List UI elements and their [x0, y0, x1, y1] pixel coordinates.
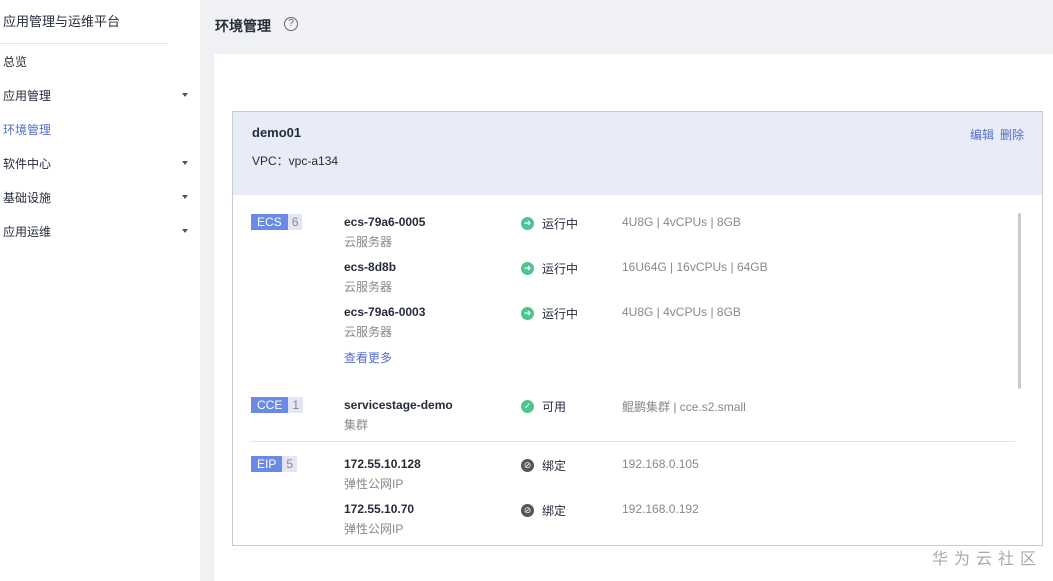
resource-type: 集群: [344, 418, 369, 432]
env-name: demo01: [252, 125, 302, 140]
page-title: 环境管理: [215, 18, 271, 34]
resource-type: 弹性公网IP: [344, 477, 404, 491]
arrow-right-icon: ➜: [521, 307, 534, 320]
divider: [0, 43, 168, 44]
resource-name[interactable]: 172.55.10.70: [344, 502, 415, 516]
resource-name[interactable]: ecs-79a6-0005: [344, 215, 426, 229]
tag-count: 1: [288, 397, 304, 413]
sidebar-item-env-management[interactable]: 环境管理: [3, 119, 188, 139]
resource-type: 弹性公网IP: [344, 522, 404, 536]
list-item: servicestage-demo 集群 ✓ 可用 鲲鹏集群 | cce.s2.smal…: [344, 398, 1024, 433]
resource-status: 运行中: [542, 262, 579, 276]
watermark: 华为云社区: [932, 551, 1043, 568]
sidebar-item-app-management[interactable]: 应用管理: [3, 85, 188, 105]
resource-spec: 192.168.0.192: [622, 502, 699, 516]
list-item: ecs-79a6-0005 云服务器 ➜ 运行中 4U8G | 4vCPUs | 8GB: [344, 215, 1024, 250]
tag-label: ECS: [251, 214, 288, 230]
app-title: 应用管理与运维平台: [3, 14, 121, 29]
sidebar: 应用管理与运维平台 总览 应用管理 环境管理 软件中心 基础设施 应用运维: [0, 0, 200, 581]
sidebar-item-infrastructure[interactable]: 基础设施: [3, 187, 188, 207]
ecs-tag: ECS 6: [251, 214, 303, 230]
tag-label: EIP: [251, 456, 283, 472]
resource-status: 运行中: [542, 217, 579, 231]
sidebar-item-label: 总览: [3, 54, 28, 69]
check-circle-icon: ✓: [521, 400, 534, 413]
caret-down-icon: [182, 229, 188, 233]
sidebar-item-label: 基础设施: [3, 190, 52, 205]
edit-button[interactable]: 编辑: [969, 128, 994, 142]
env-card-header: demo01 VPC：vpc-a134 编辑 删除: [233, 112, 1042, 195]
resource-spec: 鲲鹏集群 | cce.s2.small: [622, 400, 746, 414]
sidebar-item-app-ops[interactable]: 应用运维: [3, 221, 188, 241]
resource-name[interactable]: 172.55.10.128: [344, 457, 421, 471]
resource-spec: 16U64G | 16vCPUs | 64GB: [622, 260, 768, 274]
help-icon[interactable]: ?: [284, 17, 298, 31]
resource-type: 云服务器: [344, 280, 393, 294]
list-item: 172.55.10.128 弹性公网IP ⊘ 绑定 192.168.0.105: [344, 457, 1024, 492]
resource-spec: 192.168.0.105: [622, 457, 699, 471]
resource-status: 可用: [542, 400, 567, 414]
resource-name[interactable]: ecs-79a6-0003: [344, 305, 426, 319]
link-icon: ⊘: [521, 459, 534, 472]
scrollbar[interactable]: [1018, 213, 1021, 389]
sidebar-item-label: 应用运维: [3, 224, 52, 239]
caret-down-icon: [182, 195, 188, 199]
resource-status: 运行中: [542, 307, 579, 321]
sidebar-item-label: 应用管理: [3, 88, 52, 103]
resource-name[interactable]: servicestage-demo: [344, 398, 453, 412]
tag-count: 6: [287, 214, 303, 230]
resource-status: 绑定: [542, 459, 567, 473]
sidebar-item-label: 环境管理: [3, 122, 52, 137]
resource-name[interactable]: ecs-8d8b: [344, 260, 397, 274]
resource-spec: 4U8G | 4vCPUs | 8GB: [622, 215, 741, 229]
resource-spec: 4U8G | 4vCPUs | 8GB: [622, 305, 741, 319]
sidebar-item-overview[interactable]: 总览: [3, 51, 188, 71]
arrow-right-icon: ➜: [521, 217, 534, 230]
resource-type: 云服务器: [344, 235, 393, 249]
tag-label: CCE: [251, 397, 289, 413]
env-vpc: VPC：vpc-a134: [252, 154, 339, 168]
link-icon: ⊘: [521, 504, 534, 517]
list-item: ecs-8d8b 云服务器 ➜ 运行中 16U64G | 16vCPUs | 64GB: [344, 260, 1024, 295]
delete-button[interactable]: 删除: [999, 128, 1024, 142]
cce-tag: CCE 1: [251, 397, 304, 413]
divider: [251, 441, 1015, 442]
list-item: 172.55.10.70 弹性公网IP ⊘ 绑定 192.168.0.192: [344, 502, 1024, 537]
resource-type: 云服务器: [344, 325, 393, 339]
eip-tag: EIP 5: [251, 456, 298, 472]
sidebar-item-software-center[interactable]: 软件中心: [3, 153, 188, 173]
tag-count: 5: [282, 456, 298, 472]
env-card: demo01 VPC：vpc-a134 编辑 删除 ECS 6 ecs-79a6-0…: [232, 111, 1043, 546]
view-more-link[interactable]: 查看更多: [344, 351, 393, 365]
sidebar-item-label: 软件中心: [3, 156, 52, 171]
arrow-right-icon: ➜: [521, 262, 534, 275]
caret-down-icon: [182, 161, 188, 165]
resource-status: 绑定: [542, 504, 567, 518]
caret-down-icon: [182, 93, 188, 97]
list-item: ecs-79a6-0003 云服务器 ➜ 运行中 4U8G | 4vCPUs | 8GB: [344, 305, 1024, 340]
